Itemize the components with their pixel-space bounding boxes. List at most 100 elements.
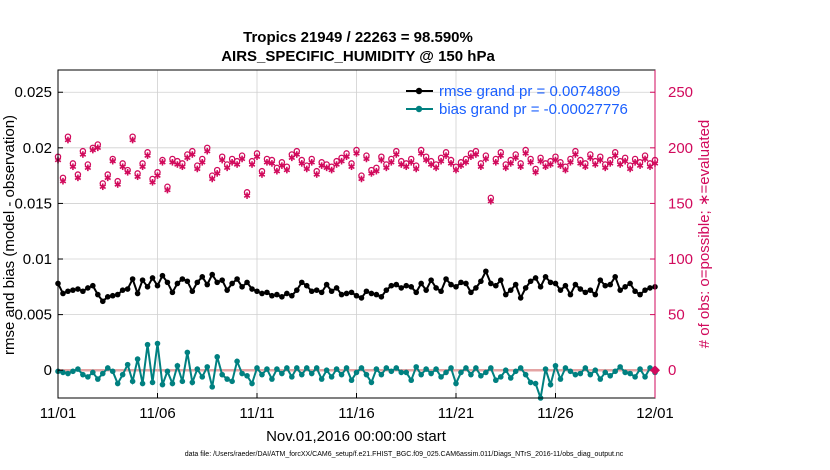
y2-tick-label: 0 [668,362,676,379]
obs-evaluated-stroke [502,165,510,171]
obs-evaluated-point [129,136,136,144]
y2-tick-label: 50 [668,307,685,324]
obs-evaluated-stroke [119,164,126,170]
bias-point [408,377,415,384]
obs-evaluated-stroke [562,167,569,173]
bias-point [567,368,574,375]
obs-evaluated-stroke [109,158,116,164]
obs-evaluated-stroke [84,165,92,171]
obs-evaluated-point [79,151,87,158]
obs-evaluated-stroke [159,159,166,165]
obs-evaluated-stroke [422,157,430,163]
obs-evaluated-stroke [492,159,500,165]
rmse-point [552,280,559,287]
obs-evaluated-point [308,158,315,166]
rmse-point [353,292,360,299]
rmse-point [323,281,330,288]
y-tick-label: 0.025 [14,84,52,101]
obs-evaluated-stroke [477,164,485,170]
legend-rmse-label: rmse grand pr = 0.0074809 [439,83,620,100]
obs-evaluated-point [646,163,654,171]
bias-point [517,365,524,371]
bias-point [179,378,186,385]
bias-point [269,376,275,382]
obs-evaluated-point [432,164,440,172]
obs-evaluated-stroke [114,182,121,187]
obs-evaluated-point [606,160,614,167]
bias-point [264,366,270,372]
bias-point [184,349,191,356]
bias-point [90,369,96,376]
obs-evaluated-stroke [343,154,350,160]
bias-point [169,380,176,387]
obs-evaluated-stroke [308,159,315,165]
chart-subtitle: AIRS_SPECIFIC_HUMIDITY @ 150 hPa [221,48,495,65]
rmse-point [85,285,91,291]
x-tick-label: 11/21 [438,405,474,422]
obs-evaluated-stroke [248,162,256,167]
rmse-point [259,290,265,297]
y2-tick-label: 150 [668,195,693,212]
obs-evaluated-point [109,157,116,165]
obs-evaluated-stroke [89,147,97,153]
obs-evaluated-stroke [333,162,340,167]
obs-evaluated-stroke [358,176,365,182]
rmse-point [537,284,544,290]
obs-evaluated-point [253,153,261,161]
bias-point [607,372,614,379]
bias-point [488,365,494,371]
rmse-point [373,291,380,298]
rmse-point [438,288,444,295]
obs-evaluated-stroke [253,154,261,160]
bias-point [507,375,514,381]
rmse-point [164,279,171,286]
obs-evaluated-point [512,154,519,162]
rmse-point [478,278,484,285]
obs-evaluated-point [74,174,82,182]
obs-evaluated-point [189,151,196,158]
obs-evaluated-stroke [303,166,311,172]
obs-evaluated-point [537,157,544,165]
bias-point [239,370,245,377]
obs-evaluated-point [422,156,430,164]
obs-evaluated-stroke [218,157,226,163]
bias-point [557,376,564,382]
obs-evaluated-point [567,158,574,166]
bias-point [323,367,330,374]
obs-evaluated-point [288,154,296,162]
rmse-point [418,280,424,287]
obs-evaluated-point [527,158,534,166]
rmse-point [90,282,96,289]
rmse-point [532,275,539,281]
bias-point [308,370,315,377]
obs-evaluated-stroke [288,155,296,161]
bias-point [373,366,380,372]
rmse-point [547,279,554,286]
obs-evaluated-stroke [293,152,301,157]
obs-evaluated-point [338,157,345,165]
obs-evaluated-stroke [532,169,539,175]
legend-rmse-marker [415,87,423,95]
obs-evaluated-stroke [194,166,201,172]
bias-point [353,369,360,376]
legend: rmse grand pr = 0.0074809 bias grand pr … [406,83,628,118]
obs-evaluated-stroke [626,166,634,172]
x-tick-label: 11/01 [40,405,76,422]
obs-evaluated-stroke [402,164,410,170]
obs-evaluated-stroke [223,165,231,171]
obs-evaluated-stroke [597,157,604,163]
rmse-point [497,277,504,283]
rmse-point [70,287,76,293]
rmse-point [378,294,385,300]
obs-evaluated-stroke [452,167,460,173]
rmse-point [567,291,574,298]
obs-evaluated-point [104,174,112,182]
obs-evaluated-point [213,170,221,177]
bias-point [65,370,71,377]
rmse-point [254,288,260,295]
rmse-point [179,276,186,282]
obs-evaluated-point [452,166,460,174]
rmse-point [159,272,166,279]
bias-point [249,380,255,387]
obs-evaluated-point [472,151,480,158]
